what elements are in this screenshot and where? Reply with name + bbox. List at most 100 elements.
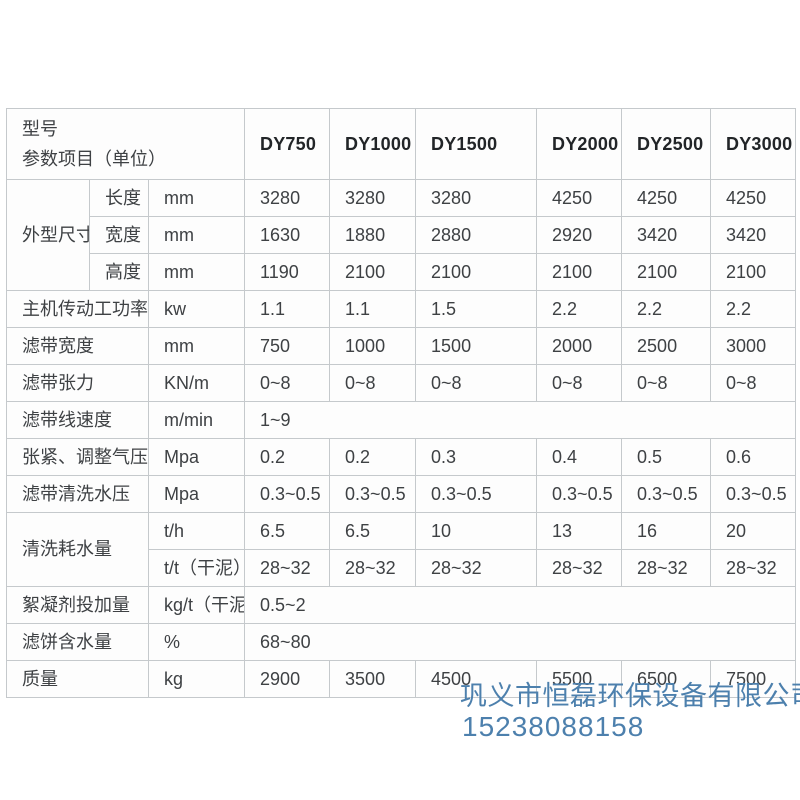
value-cell: 0.3: [415, 438, 538, 476]
value-cell: 0~8: [244, 364, 331, 402]
row-label-mass: 质量: [6, 660, 149, 698]
value-cell: 0~8: [536, 364, 623, 402]
value-cell: 3280: [415, 179, 538, 217]
value-cell: 1.5: [415, 290, 538, 328]
row-label-belt-speed: 滤带线速度: [6, 401, 149, 439]
row-label-air-pressure: 张紧、调整气压: [6, 438, 149, 476]
value-cell: 0~8: [329, 364, 417, 402]
row-label-belt-width: 滤带宽度: [6, 327, 149, 365]
unit-cell: kw: [147, 290, 246, 328]
value-cell: 0~8: [621, 364, 712, 402]
value-cell: 0~8: [415, 364, 538, 402]
value-cell: 0~8: [710, 364, 797, 402]
unit-cell: t/t（干泥）: [147, 549, 246, 587]
model-header-dy2500: DY2500: [621, 108, 712, 180]
param-header-line2: 参数项目（单位）: [22, 149, 166, 169]
unit-cell: kg/t（干泥）: [147, 586, 246, 624]
value-cell: 1630: [244, 216, 331, 254]
table-row-motor-power: 主机传动工功率 kw 1.1 1.1 1.5 2.2 2.2 2.2: [6, 290, 797, 328]
value-cell-merged: 0.5~2: [244, 586, 797, 624]
value-cell: 28~32: [415, 549, 538, 587]
row-label-motor-power: 主机传动工功率: [6, 290, 149, 328]
table-row-width: 宽度 mm 1630 1880 2880 2920 3420 3420: [7, 216, 797, 254]
value-cell: 0.5: [621, 438, 712, 476]
table-row-air-pressure: 张紧、调整气压 Mpa 0.2 0.2 0.3 0.4 0.5 0.6: [6, 438, 797, 476]
table-header-row: 型号 参数项目（单位） DY750 DY1000 DY1500 DY2000 D…: [5, 108, 797, 180]
value-cell: 6.5: [244, 512, 331, 550]
spec-table: 型号 参数项目（单位） DY750 DY1000 DY1500 DY2000 D…: [5, 108, 797, 698]
value-cell: 1.1: [244, 290, 331, 328]
value-cell: 2920: [536, 216, 623, 254]
row-label-wash-pressure: 滤带清洗水压: [6, 475, 149, 513]
value-cell: 20: [710, 512, 797, 550]
value-cell: 2900: [244, 660, 331, 698]
unit-cell: %: [147, 623, 246, 661]
value-cell: 750: [244, 327, 331, 365]
sub-label-width: 宽度: [89, 216, 149, 254]
row-label-cake-moisture: 滤饼含水量: [6, 623, 149, 661]
value-cell: 3420: [710, 216, 797, 254]
value-cell: 28~32: [329, 549, 417, 587]
value-cell: 0.2: [244, 438, 331, 476]
value-cell: 10: [415, 512, 538, 550]
unit-cell: kg: [147, 660, 246, 698]
value-cell: 2.2: [621, 290, 712, 328]
value-cell: 3000: [710, 327, 797, 365]
value-cell: 1880: [329, 216, 417, 254]
value-cell: 0.3~0.5: [244, 475, 331, 513]
value-cell: 28~32: [621, 549, 712, 587]
unit-cell: mm: [147, 216, 246, 254]
value-cell: 2880: [415, 216, 538, 254]
param-header-line1: 型号: [22, 119, 58, 139]
value-cell: 0.3~0.5: [536, 475, 623, 513]
table-row-belt-speed: 滤带线速度 m/min 1~9: [6, 401, 797, 439]
value-cell: 0.3~0.5: [415, 475, 538, 513]
row-label-wash-water: 清洗耗水量: [6, 512, 149, 587]
unit-cell: t/h: [147, 512, 246, 550]
unit-cell: KN/m: [147, 364, 246, 402]
row-label-belt-tension: 滤带张力: [6, 364, 149, 402]
value-cell: 28~32: [536, 549, 623, 587]
value-cell: 2100: [710, 253, 797, 291]
model-header-dy3000: DY3000: [710, 108, 797, 180]
model-header-dy2000: DY2000: [536, 108, 623, 180]
value-cell: 3280: [244, 179, 331, 217]
value-cell: 4250: [621, 179, 712, 217]
value-cell-merged: 1~9: [244, 401, 797, 439]
value-cell: 2000: [536, 327, 623, 365]
table-row-cake-moisture: 滤饼含水量 % 68~80: [6, 623, 797, 661]
unit-cell: mm: [147, 179, 246, 217]
table-row-flocculant: 絮凝剂投加量 kg/t（干泥） 0.5~2: [6, 586, 797, 624]
value-cell: 2.2: [536, 290, 623, 328]
value-cell: 0.3~0.5: [329, 475, 417, 513]
value-cell: 2100: [415, 253, 538, 291]
value-cell: 2100: [329, 253, 417, 291]
table-row-mass: 质量 kg 2900 3500 4500 5500 6500 7500: [6, 660, 797, 698]
value-cell: 16: [621, 512, 712, 550]
value-cell: 6500: [621, 660, 712, 698]
value-cell-merged: 68~80: [244, 623, 797, 661]
value-cell: 0.3~0.5: [710, 475, 797, 513]
value-cell: 0.2: [329, 438, 417, 476]
model-header-dy1500: DY1500: [415, 108, 538, 180]
table-row-wash-pressure: 滤带清洗水压 Mpa 0.3~0.5 0.3~0.5 0.3~0.5 0.3~0…: [6, 475, 797, 513]
table-row-wash-water-per-ton: t/t（干泥） 28~32 28~32 28~32 28~32 28~32 28…: [7, 549, 797, 587]
value-cell: 0.3~0.5: [621, 475, 712, 513]
value-cell: 2100: [536, 253, 623, 291]
company-watermark: 巩义市恒磊环保设备有限公司: [460, 681, 800, 711]
unit-cell: mm: [147, 327, 246, 365]
value-cell: 0.6: [710, 438, 797, 476]
value-cell: 4250: [710, 179, 797, 217]
value-cell: 2.2: [710, 290, 797, 328]
table-row-length: 外型尺寸 长度 mm 3280 3280 3280 4250 4250 4250: [6, 179, 797, 291]
value-cell: 0.4: [536, 438, 623, 476]
table-row-belt-width: 滤带宽度 mm 750 1000 1500 2000 2500 3000: [6, 327, 797, 365]
model-header-dy1000: DY1000: [329, 108, 417, 180]
value-cell: 1190: [244, 253, 331, 291]
value-cell: 4500: [415, 660, 538, 698]
value-cell: 1000: [329, 327, 417, 365]
value-cell: 28~32: [710, 549, 797, 587]
row-label-dimensions: 外型尺寸: [6, 179, 90, 291]
value-cell: 4250: [536, 179, 623, 217]
